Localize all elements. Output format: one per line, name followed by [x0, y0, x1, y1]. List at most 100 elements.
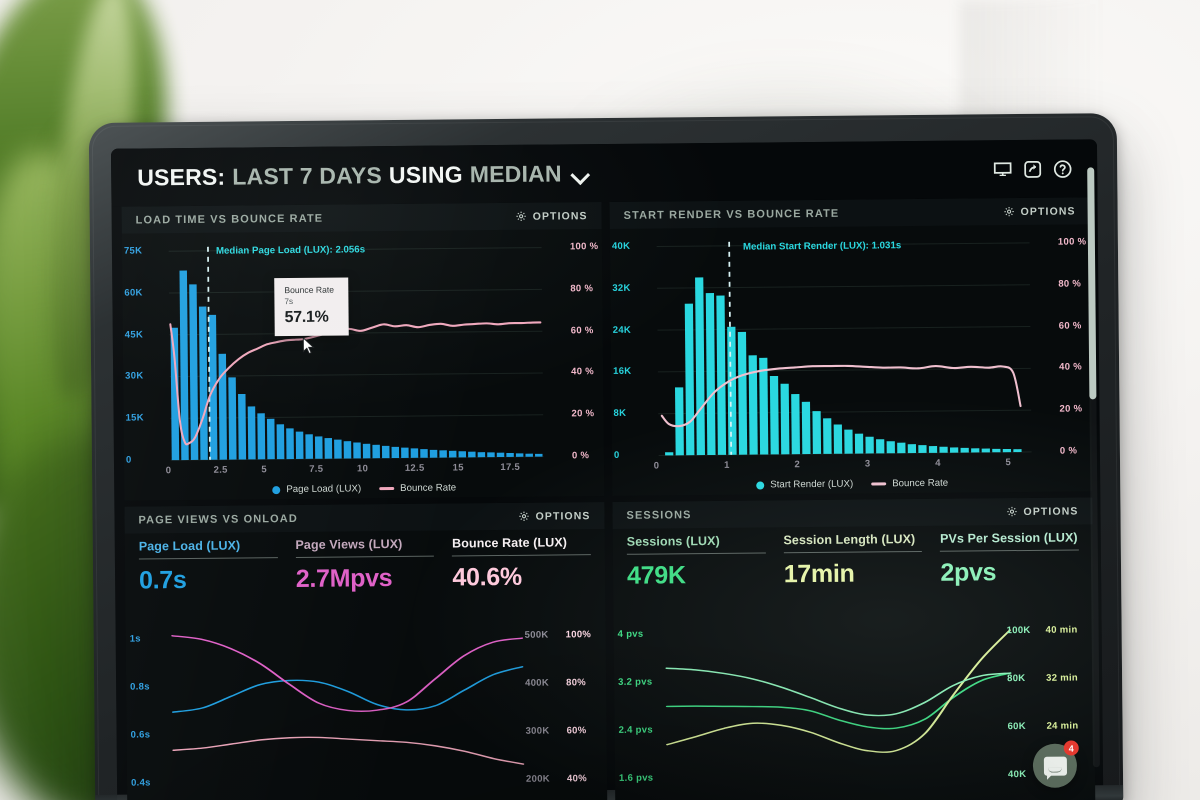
divider: [940, 549, 1079, 552]
chart-load-time-vs-bounce-rate[interactable]: [122, 229, 605, 501]
options-label: OPTIONS: [1023, 504, 1079, 518]
axis-tick-label: 500K: [524, 629, 549, 642]
tooltip-value: 57.1%: [284, 308, 329, 326]
chat-widget-button[interactable]: 4: [1032, 740, 1079, 788]
options-button[interactable]: OPTIONS: [516, 210, 588, 223]
mouse-cursor-icon: [302, 337, 315, 354]
axis-tick-label: 80K: [1007, 673, 1026, 685]
metric-row: Sessions (LUX) 479K Session Length (LUX)…: [613, 524, 1094, 591]
metric-value: 40.6%: [452, 562, 522, 592]
legend-label: Page Load (LUX): [286, 483, 362, 496]
chart-start-render-vs-bounce-rate[interactable]: [610, 224, 1093, 496]
share-icon[interactable]: [1022, 158, 1043, 179]
metric-label: Sessions (LUX): [626, 533, 720, 549]
axis-tick-label: 0: [125, 454, 132, 466]
divider: [295, 555, 435, 558]
options-button[interactable]: OPTIONS: [518, 509, 591, 523]
options-label: OPTIONS: [535, 509, 591, 523]
axis-tick-label: 2.4 pvs: [618, 724, 653, 737]
metric-label: Bounce Rate (LUX): [452, 535, 568, 551]
panel-title: SESSIONS: [626, 508, 692, 522]
options-button[interactable]: OPTIONS: [1006, 504, 1079, 518]
metric-value: 2pvs: [940, 558, 997, 587]
options-label: OPTIONS: [532, 209, 588, 223]
page-title-users: USERS:: [137, 163, 226, 190]
axis-tick-label: 0.4s: [131, 777, 151, 789]
monitor-icon[interactable]: [992, 159, 1013, 180]
panel-body: 0 15K 30K 45K 60K 75K 0 % 20 % 40 % 60 % 80 % 100 %…: [122, 229, 605, 501]
legend-marker-line: [379, 487, 395, 490]
legend-item[interactable]: Bounce Rate: [871, 478, 948, 490]
gear-icon: [1004, 206, 1015, 217]
panel-header: PAGE VIEWS VS ONLOAD OPTIONS: [124, 502, 605, 534]
metric-value: 17min: [783, 559, 855, 589]
gear-icon: [516, 211, 527, 222]
chat-unread-badge: 4: [1063, 740, 1079, 756]
help-icon[interactable]: [1052, 158, 1073, 179]
page-title[interactable]: USERS: LAST 7 DAYS USING MEDIAN: [137, 160, 589, 191]
metric-pvs-per-session[interactable]: PVs Per Session (LUX) 2pvs: [940, 530, 1079, 587]
divider: [626, 552, 766, 555]
axis-tick-label: 80 %: [570, 282, 594, 295]
metric-session-length[interactable]: Session Length (LUX) 17min: [783, 532, 923, 589]
axis-tick-label: 100 %: [1057, 236, 1087, 248]
metric-label: Page Load (LUX): [138, 538, 241, 554]
axis-tick-label: 40%: [566, 773, 588, 785]
chart-tooltip: Bounce Rate 7s 57.1%: [274, 277, 349, 336]
legend-label: Start Render (LUX): [770, 478, 854, 491]
legend-label: Bounce Rate: [892, 477, 949, 490]
legend-marker-dot: [756, 480, 765, 490]
page-title-using: USING: [388, 160, 463, 188]
axis-tick-label: 40 %: [1059, 361, 1083, 374]
chevron-down-icon[interactable]: [572, 165, 589, 182]
axis-tick-label: 40K: [611, 240, 631, 252]
axis-tick-label: 0.6s: [130, 729, 151, 741]
axis-tick-label: 15: [452, 462, 464, 474]
panel-load-time-vs-bounce-rate: LOAD TIME VS BOUNCE RATE OPTIONS 0 15K 30K…: [121, 202, 605, 501]
panel-title: LOAD TIME VS BOUNCE RATE: [135, 212, 324, 227]
chart-sessions[interactable]: [613, 612, 1094, 769]
axis-tick-label: 1.6 pvs: [618, 772, 654, 785]
median-annotation: Median Page Load (LUX): 2.056s: [215, 244, 366, 257]
axis-tick-label: 100%: [565, 629, 592, 641]
axis-tick-label: 8K: [613, 407, 627, 420]
axis-tick-label: 60 %: [1058, 320, 1082, 332]
legend-item[interactable]: Start Render (LUX): [756, 479, 853, 491]
metric-row: Page Load (LUX) 0.7s Page Views (LUX) 2.…: [125, 529, 606, 596]
divider: [783, 550, 923, 554]
axis-tick-label: 40 min: [1045, 624, 1078, 637]
options-button[interactable]: OPTIONS: [1004, 205, 1076, 218]
axis-tick-label: 80 %: [1058, 278, 1082, 290]
metric-sessions[interactable]: Sessions (LUX) 479K: [627, 533, 766, 590]
dashboard-topbar: USERS: LAST 7 DAYS USING MEDIAN: [110, 139, 1098, 207]
axis-tick-label: 1s: [129, 633, 141, 645]
panel-header: LOAD TIME VS BOUNCE RATE OPTIONS: [121, 202, 602, 234]
axis-tick-label: 32K: [612, 282, 631, 294]
legend-item[interactable]: Bounce Rate: [379, 482, 456, 494]
panel-page-views-vs-onload: PAGE VIEWS VS ONLOAD OPTIONS: [124, 502, 608, 800]
topbar-actions: [992, 158, 1073, 180]
axis-tick-label: 60K: [1007, 721, 1026, 733]
axis-tick-label: 32 min: [1046, 672, 1079, 685]
tooltip-subtitle: 7s: [284, 296, 294, 306]
panel-title: PAGE VIEWS VS ONLOAD: [138, 512, 298, 526]
page-title-aggregation: MEDIAN: [469, 159, 562, 187]
panel-body: 0 8K 16K 24K 32K 40K 0 % 20 % 40 % 60 % 80 % 100 % 0…: [610, 224, 1093, 496]
metric-value: 2.7Mpvs: [295, 564, 393, 593]
chart-page-views-vs-onload[interactable]: [126, 617, 607, 774]
axis-tick-label: 2.5: [213, 464, 228, 476]
metric-bounce-rate[interactable]: Bounce Rate (LUX) 40.6%: [452, 535, 591, 592]
panel-sessions: SESSIONS OPTIONS Sessions: [612, 497, 1096, 800]
axis-tick-label: 12.5: [404, 462, 425, 474]
metric-page-views[interactable]: Page Views (LUX) 2.7Mpvs: [295, 537, 435, 594]
metric-page-load[interactable]: Page Load (LUX) 0.7s: [139, 538, 278, 595]
legend-item[interactable]: Page Load (LUX): [272, 483, 361, 495]
laptop-display: USERS: LAST 7 DAYS USING MEDIAN: [110, 139, 1104, 800]
analytics-dashboard: USERS: LAST 7 DAYS USING MEDIAN: [110, 139, 1103, 800]
axis-tick-label: 17.5: [500, 461, 521, 474]
axis-tick-label: 24 min: [1046, 720, 1079, 733]
laptop-screen-bezel: USERS: LAST 7 DAYS USING MEDIAN: [88, 113, 1124, 800]
axis-tick-label: 16K: [613, 366, 632, 378]
axis-tick-label: 1: [724, 459, 730, 471]
panel-title: START RENDER VS BOUNCE RATE: [623, 207, 840, 222]
